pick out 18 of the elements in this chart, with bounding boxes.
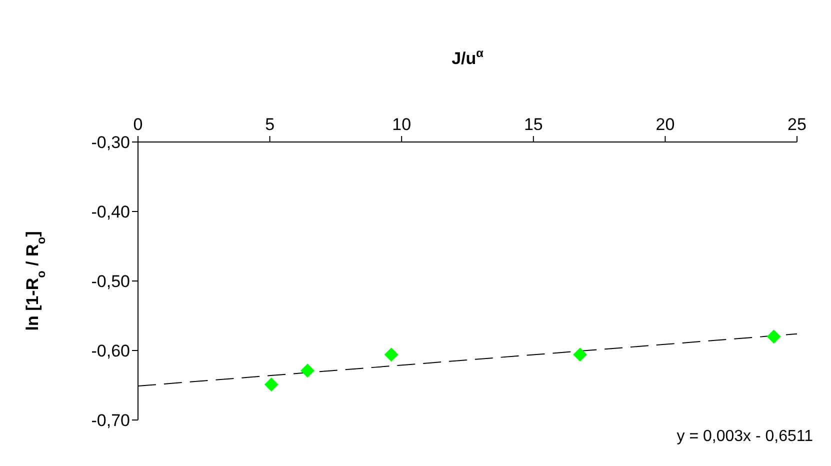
y-tick-label: -0,70 (91, 411, 130, 430)
y-tick-label: -0,40 (91, 202, 130, 222)
x-axis-title: J/u$^{α}$ (452, 46, 484, 68)
x-tick-label: 20 (656, 115, 675, 134)
x-tick-label: 5 (265, 115, 275, 134)
x-tick-label: 10 (392, 115, 412, 134)
point (766, 330, 781, 344)
point (264, 378, 278, 392)
point (384, 348, 398, 362)
point (300, 364, 314, 378)
point (573, 348, 588, 362)
y-tick-label: -0,50 (91, 272, 130, 292)
y-tick-label: -0,60 (91, 342, 130, 361)
x-tick-label: 0 (133, 115, 143, 134)
x-tick-label: 15 (524, 115, 543, 134)
x-tick-label: 25 (788, 115, 806, 134)
y-tick-label: -0,30 (91, 133, 130, 152)
text: y = 0,003x - 0,6511 (676, 428, 813, 446)
